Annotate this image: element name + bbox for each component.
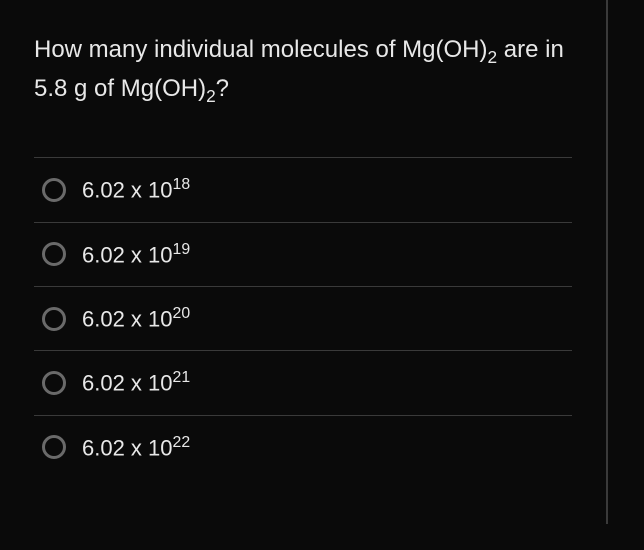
radio-button[interactable]: [42, 178, 66, 202]
option-base: 6.02 x 10: [82, 435, 173, 460]
quiz-container: How many individual molecules of Mg(OH)2…: [0, 0, 608, 524]
question-part1: How many individual molecules of Mg(OH): [34, 36, 488, 63]
option-exponent: 18: [173, 176, 191, 193]
option-row[interactable]: 6.02 x 1021: [34, 351, 572, 415]
question-part3: ?: [216, 75, 229, 102]
option-base: 6.02 x 10: [82, 306, 173, 331]
option-row[interactable]: 6.02 x 1022: [34, 416, 572, 479]
radio-button[interactable]: [42, 307, 66, 331]
option-exponent: 19: [173, 241, 191, 258]
question-text: How many individual molecules of Mg(OH)2…: [34, 32, 572, 109]
option-exponent: 21: [173, 369, 191, 386]
radio-button[interactable]: [42, 435, 66, 459]
option-base: 6.02 x 10: [82, 371, 173, 396]
radio-button[interactable]: [42, 371, 66, 395]
option-row[interactable]: 6.02 x 1019: [34, 223, 572, 287]
option-row[interactable]: 6.02 x 1018: [34, 158, 572, 222]
option-label: 6.02 x 1021: [82, 369, 190, 396]
option-label: 6.02 x 1022: [82, 434, 190, 461]
options-list: 6.02 x 1018 6.02 x 1019 6.02 x 1020 6.02…: [34, 157, 572, 479]
question-sub2: 2: [206, 86, 216, 106]
option-row[interactable]: 6.02 x 1020: [34, 287, 572, 351]
radio-button[interactable]: [42, 242, 66, 266]
option-exponent: 22: [173, 434, 191, 451]
question-sub1: 2: [488, 47, 498, 67]
option-label: 6.02 x 1018: [82, 176, 190, 203]
option-label: 6.02 x 1020: [82, 305, 190, 332]
option-base: 6.02 x 10: [82, 242, 173, 267]
option-base: 6.02 x 10: [82, 178, 173, 203]
option-label: 6.02 x 1019: [82, 241, 190, 268]
option-exponent: 20: [173, 305, 191, 322]
